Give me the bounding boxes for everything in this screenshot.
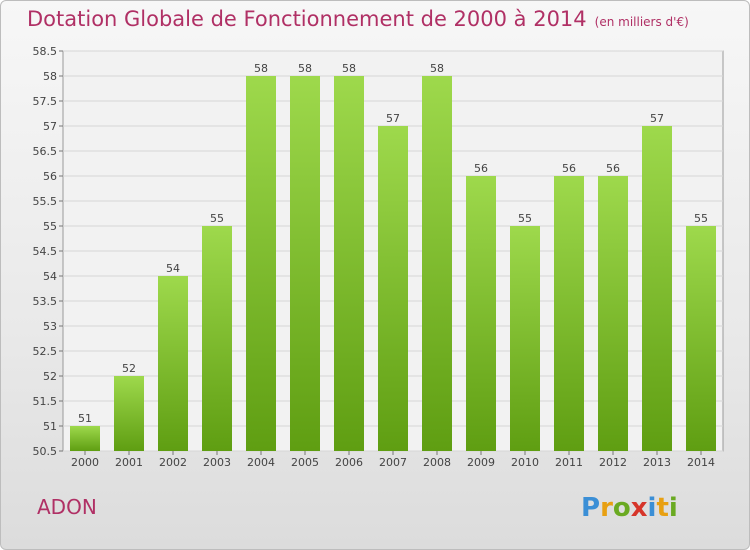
data-label: 58 [254, 62, 268, 75]
data-label: 57 [386, 112, 400, 125]
y-tick-label: 52 [43, 370, 57, 383]
data-label: 54 [166, 262, 180, 275]
bar-2003 [202, 226, 232, 451]
data-label: 58 [430, 62, 444, 75]
x-tick-label: 2004 [247, 456, 275, 469]
x-tick-label: 2001 [115, 456, 143, 469]
x-tick-label: 2009 [467, 456, 495, 469]
data-label: 58 [342, 62, 356, 75]
data-label: 56 [474, 162, 488, 175]
bar-2005 [290, 76, 320, 451]
data-label: 55 [210, 212, 224, 225]
bar-2001 [114, 376, 144, 451]
y-tick-label: 55 [43, 220, 57, 233]
y-tick-label: 58 [43, 70, 57, 83]
svg-text:Proxiti: Proxiti [581, 493, 678, 523]
x-tick-label: 2005 [291, 456, 319, 469]
x-tick-label: 2014 [687, 456, 715, 469]
bars: 51 52 54 55 58 58 58 57 58 56 55 56 56 57 55 [70, 62, 716, 451]
data-label: 56 [606, 162, 620, 175]
bar-chart: 50.5 51 51.5 52 52.5 53 53.5 54 54.5 55 55.5 56 56.5… [33, 45, 724, 469]
title-text: Dotation Globale de Fonctionnement de 20… [27, 7, 587, 31]
x-tick-label: 2003 [203, 456, 231, 469]
x-tick-label: 2013 [643, 456, 671, 469]
x-tick-label: 2007 [379, 456, 407, 469]
y-tick-label: 56 [43, 170, 57, 183]
bar-2008 [422, 76, 452, 451]
x-tick-label: 2012 [599, 456, 627, 469]
x-tick-label: 2011 [555, 456, 583, 469]
x-tick-label: 2002 [159, 456, 187, 469]
title-unit: (en milliers d'€) [594, 15, 689, 29]
x-tick-label: 2006 [335, 456, 363, 469]
y-axis: 50.5 51 51.5 52 52.5 53 53.5 54 54.5 55 55.5 56 56.5… [33, 45, 63, 458]
bar-2009 [466, 176, 496, 451]
y-tick-label: 57 [43, 120, 57, 133]
chart-title: Dotation Globale de Fonctionnement de 20… [27, 7, 689, 31]
commune-name: ADON [37, 495, 97, 519]
bar-2012 [598, 176, 628, 451]
bar-2010 [510, 226, 540, 451]
data-label: 52 [122, 362, 136, 375]
y-tick-label: 56.5 [33, 145, 58, 158]
y-tick-label: 53 [43, 320, 57, 333]
proxiti-logo[interactable]: Proxiti [581, 489, 701, 525]
bar-2004 [246, 76, 276, 451]
bar-2013 [642, 126, 672, 451]
bar-2006 [334, 76, 364, 451]
x-tick-label: 2010 [511, 456, 539, 469]
y-tick-label: 51 [43, 420, 57, 433]
y-tick-label: 51.5 [33, 395, 58, 408]
data-label: 55 [694, 212, 708, 225]
y-tick-label: 54.5 [33, 245, 58, 258]
data-label: 55 [518, 212, 532, 225]
bar-2011 [554, 176, 584, 451]
x-tick-label: 2000 [71, 456, 99, 469]
data-label: 51 [78, 412, 92, 425]
y-tick-label: 50.5 [33, 445, 58, 458]
y-tick-label: 55.5 [33, 195, 58, 208]
y-tick-label: 54 [43, 270, 57, 283]
y-tick-label: 52.5 [33, 345, 58, 358]
data-label: 56 [562, 162, 576, 175]
bar-2000 [70, 426, 100, 451]
y-tick-label: 57.5 [33, 95, 58, 108]
data-label: 58 [298, 62, 312, 75]
data-label: 57 [650, 112, 664, 125]
bar-2007 [378, 126, 408, 451]
y-tick-label: 58.5 [33, 45, 58, 58]
bar-2014 [686, 226, 716, 451]
y-tick-label: 53.5 [33, 295, 58, 308]
x-tick-label: 2008 [423, 456, 451, 469]
bar-2002 [158, 276, 188, 451]
x-axis: 2000 2001 2002 2003 2004 2005 2006 2007 2008 2009… [71, 451, 715, 469]
